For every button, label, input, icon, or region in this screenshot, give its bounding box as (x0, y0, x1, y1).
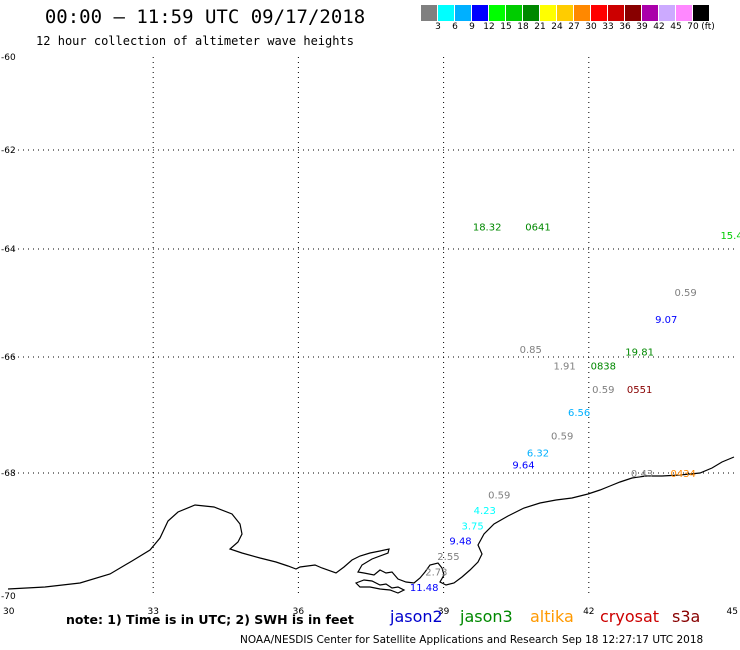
scale-label: 33 (602, 22, 614, 32)
scale-swatch (421, 5, 438, 21)
scale-label: 9 (469, 22, 475, 32)
wave-height-label: 0838 (591, 362, 616, 373)
longitude-tick-label: 39 (438, 607, 450, 617)
wave-height-label: 9.07 (655, 315, 677, 326)
scale-swatch (608, 5, 625, 21)
scale-swatch (472, 5, 489, 21)
longitude-tick-label: 45 (727, 607, 738, 617)
scale-label: 30 (585, 22, 597, 32)
scale-swatch (557, 5, 574, 21)
wave-height-label: 6.56 (568, 408, 590, 419)
wave-height-label: 0641 (525, 223, 550, 234)
wave-height-label: 3.75 (462, 521, 484, 532)
map-title: 00:00 – 11:59 UTC 09/17/2018 (44, 6, 366, 28)
scale-swatch (625, 5, 642, 21)
wave-height-label: 11.48 (410, 583, 439, 594)
scale-label: 36 (619, 22, 631, 32)
scale-label: 70 (687, 22, 699, 32)
grid-lines (8, 57, 734, 596)
scale-label: 27 (568, 22, 580, 32)
observation-labels: 18.32 0641 15.4 0.59 9.07 0.85 19.81 1.91 0838 0.… (410, 223, 740, 594)
scale-swatch (523, 5, 540, 21)
coastline-inlet (354, 579, 406, 594)
scale-label: 45 (670, 22, 682, 32)
wave-height-label: 6.32 (527, 449, 549, 460)
longitude-labels: 30 33 36 39 42 45 (3, 607, 738, 617)
scale-swatch (659, 5, 676, 21)
longitude-tick-label: 42 (583, 607, 594, 617)
scale-label: 42 (653, 22, 665, 32)
wave-height-label: 4.23 (474, 506, 496, 517)
wave-height-label: 2.73 (425, 567, 447, 578)
wave-height-label: 0.59 (488, 491, 510, 502)
map-subtitle: 12 hour collection of altimeter wave hei… (36, 34, 354, 48)
coastline (7, 456, 735, 590)
scale-swatch (438, 5, 455, 21)
longitude-tick-label: 36 (293, 607, 305, 617)
wave-height-label: 9.48 (449, 537, 471, 548)
scale-swatch (693, 5, 710, 21)
wave-height-label: 18.32 (473, 223, 502, 234)
color-scale-bar (421, 5, 710, 21)
scale-label: 39 (636, 22, 648, 32)
scale-swatch (540, 5, 557, 21)
scale-label: 18 (517, 22, 529, 32)
scale-label: (ft) (701, 22, 715, 32)
legend-cryosat: cryosat (600, 607, 660, 626)
latitude-labels: -60 -62 -64 -66 -68 -70 (1, 53, 16, 602)
scale-label: 21 (534, 22, 546, 32)
wave-height-label: 1.91 (553, 362, 575, 373)
scale-swatch (591, 5, 608, 21)
scale-label: 15 (500, 22, 512, 32)
scale-swatch (574, 5, 591, 21)
credit-line: NOAA/NESDIS Center for Satellite Applica… (240, 634, 558, 646)
longitude-tick-label: 30 (3, 607, 15, 617)
footer-note: note: 1) Time is in UTC; 2) SWH is in fe… (66, 612, 354, 627)
scale-swatch (642, 5, 659, 21)
wave-height-label: 0551 (627, 385, 652, 396)
latitude-tick-label: -62 (1, 146, 16, 156)
wave-height-label: 0.85 (520, 345, 542, 356)
wave-height-label: 0.59 (674, 288, 696, 299)
wave-height-label: 19.81 (625, 348, 654, 359)
scale-swatch (506, 5, 523, 21)
wave-height-label: 2.55 (437, 552, 459, 563)
longitude-tick-label: 33 (147, 607, 158, 617)
legend-jason2: jason2 (390, 607, 443, 626)
latitude-tick-label: -68 (1, 469, 16, 479)
color-scale-labels: 3 6 9 12 15 18 21 24 27 30 33 36 39 42 45 70 (ft) (421, 22, 740, 34)
scale-swatch (489, 5, 506, 21)
scale-label: 12 (483, 22, 495, 32)
wave-height-label: 0434 (670, 469, 695, 480)
scale-label: 6 (452, 22, 458, 32)
wave-height-label: 0.43 (631, 469, 653, 480)
legend-s3a: s3a (672, 607, 701, 626)
wave-height-label: 0.59 (592, 385, 614, 396)
legend-jason3: jason3 (460, 607, 513, 626)
scale-label: 24 (551, 22, 563, 32)
latitude-tick-label: -66 (1, 353, 16, 363)
scale-label: 3 (435, 22, 441, 32)
wave-height-label: 0.59 (551, 431, 573, 442)
legend-altika: altika (530, 607, 574, 626)
wave-height-label: 9.64 (512, 460, 534, 471)
scale-swatch (676, 5, 693, 21)
latitude-tick-label: -64 (1, 245, 16, 255)
latitude-tick-label: -70 (1, 592, 16, 602)
latitude-tick-label: -60 (1, 53, 16, 63)
scale-swatch (455, 5, 472, 21)
wave-height-label: 15.4 (720, 231, 740, 242)
generation-timestamp: Sep 18 12:27:17 UTC 2018 (562, 634, 704, 646)
